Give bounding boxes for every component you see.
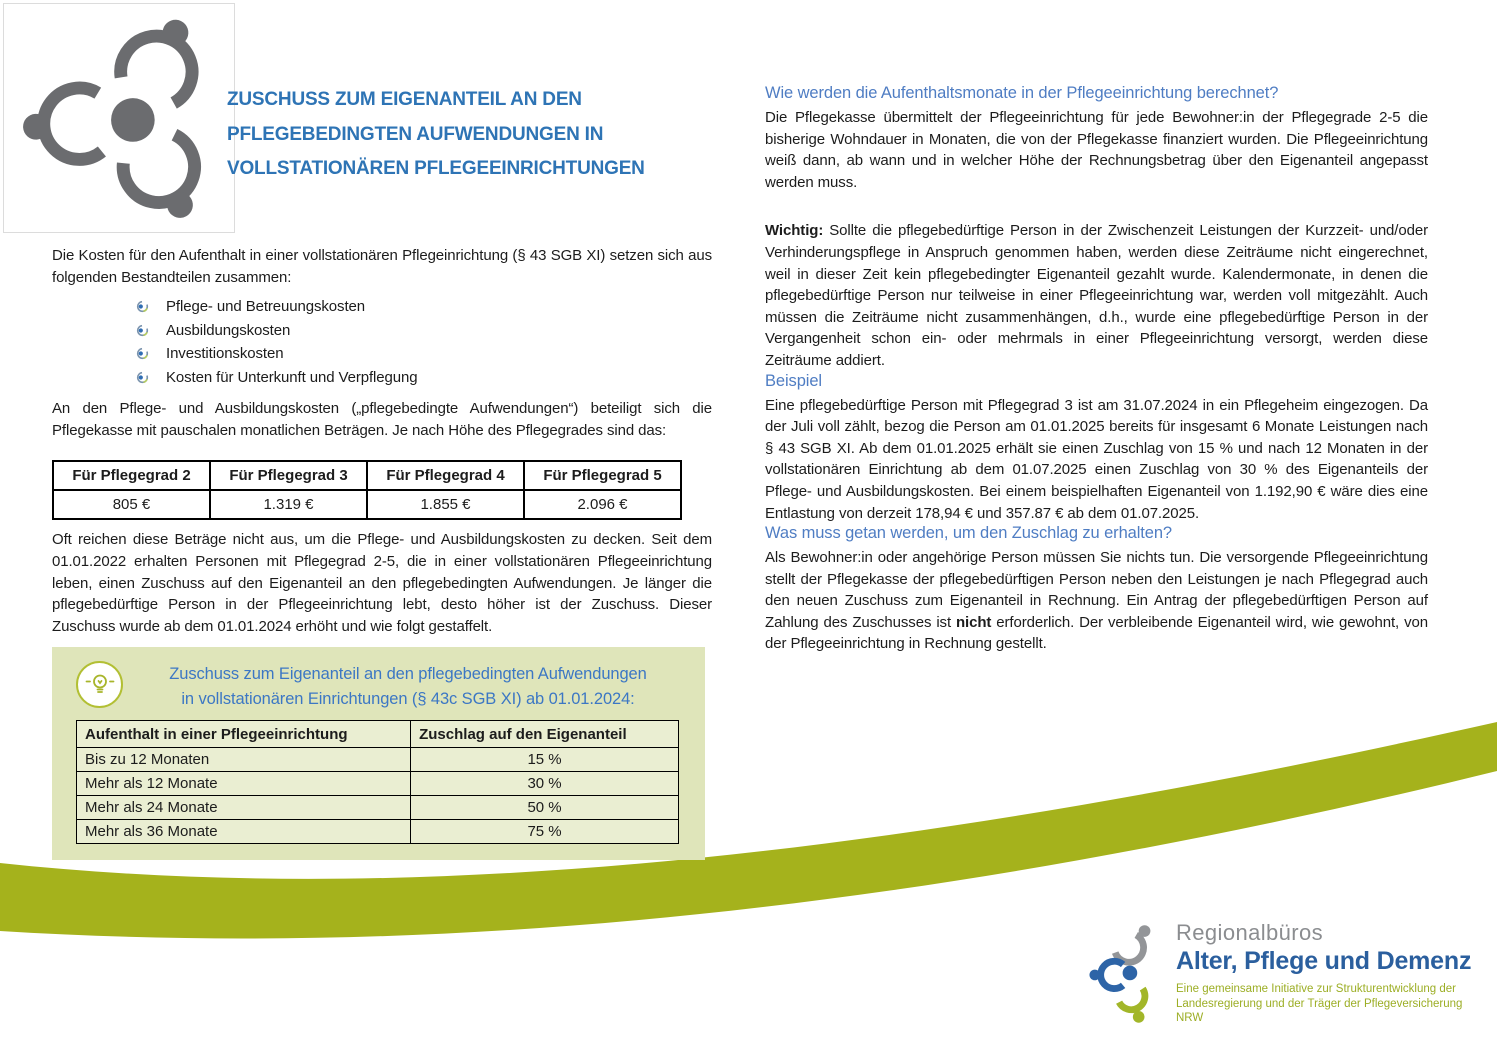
page-title-line: ZUSCHUSS ZUM EIGENANTEIL AN DEN [227, 89, 582, 110]
cost-components-list: Pflege- und Betreuungskosten Ausbildungs… [136, 295, 712, 389]
table-header-cell: Zuschlag auf den Eigenanteil [410, 720, 679, 749]
table-row: Mehr als 12 Monate 30 % [75, 771, 679, 797]
footer-tagline-line: Landesregierung und der Träger der Pfleg… [1176, 997, 1463, 1025]
list-item: Kosten für Unterkunft und Verpflegung [136, 366, 712, 390]
table-header-cell: Aufenthalt in einer Pflegeeinrichtung [75, 720, 412, 749]
zuschlag-table: Aufenthalt in einer Pflegeeinrichtung Zu… [75, 720, 679, 845]
table-cell: 2.096 € [523, 489, 682, 521]
bullet-logo-icon [136, 371, 149, 384]
footer-logo: Regionalbüros Alter, Pflege und Demenz E… [1088, 920, 1488, 1026]
bullet-logo-icon [136, 324, 149, 337]
list-item: Pflege- und Betreuungskosten [136, 295, 712, 319]
info-box-header: Zuschuss zum Eigenanteil an den pflegebe… [76, 660, 681, 712]
zuschlag-text-part2: erforderlich. Der verbleibende Eigenante… [765, 613, 1428, 653]
table-cell: 75 % [410, 819, 679, 845]
pflegegrad-amount-table: Für Pflegegrad 2 Für Pflegegrad 3 Für Pf… [52, 460, 682, 521]
three-figures-circle-logo [23, 19, 201, 218]
table-header-cell: Für Pflegegrad 3 [209, 460, 368, 492]
table-row: 805 € 1.319 € 1.855 € 2.096 € [52, 489, 682, 521]
info-box-title: Zuschuss zum Eigenanteil an den pflegebe… [135, 660, 681, 712]
contribution-paragraph: An den Pflege- und Ausbildungskosten („p… [52, 400, 712, 439]
table-row: Mehr als 24 Monate 50 % [75, 795, 679, 821]
table-cell: Mehr als 12 Monate [75, 771, 412, 797]
table-cell: 30 % [410, 771, 679, 797]
table-cell: 50 % [410, 795, 679, 821]
beispiel-paragraph: Eine pflegebedürftige Person mit Pflegeg… [765, 396, 1428, 522]
table-cell: 805 € [52, 489, 211, 521]
lightbulb-icon [76, 661, 123, 709]
info-box: Zuschuss zum Eigenanteil an den pflegebe… [52, 647, 705, 861]
section-heading-beispiel: Beispiel [765, 371, 822, 390]
left-column: Die Kosten für den Aufenthalt in einer v… [52, 245, 712, 861]
footer-tagline-line: Eine gemeinsame Initiative zur Strukture… [1176, 983, 1456, 995]
footer-logo-text: Regionalbüros Alter, Pflege und Demenz E… [1176, 920, 1488, 1026]
page-title: ZUSCHUSS ZUM EIGENANTEIL AN DEN PFLEGEBE… [227, 83, 709, 187]
wichtig-label: Wichtig: [765, 222, 824, 240]
table-header-cell: Für Pflegegrad 4 [366, 460, 525, 492]
info-box-title-line: in vollstationären Einrichtungen (§ 43c … [181, 690, 635, 709]
table-header-row: Für Pflegegrad 2 Für Pflegegrad 3 Für Pf… [52, 460, 682, 492]
table-cell: 15 % [410, 747, 679, 773]
table-cell: 1.319 € [209, 489, 368, 521]
list-item-label: Pflege- und Betreuungskosten [166, 298, 366, 316]
regionalbueros-mark [1089, 925, 1151, 1023]
table-cell: 1.855 € [366, 489, 525, 521]
org-logo [3, 3, 235, 233]
right-column: Wie werden die Aufenthaltsmonate in der … [765, 84, 1428, 655]
monate-paragraph: Die Pflegekasse übermittelt der Pflegeei… [765, 109, 1428, 191]
footer-tagline: Eine gemeinsame Initiative zur Strukture… [1176, 982, 1488, 1026]
bullet-logo-icon [136, 348, 149, 360]
zuschlag-text-part1: Als Bewohner:in oder angehörige Person m… [765, 549, 1428, 631]
list-item: Investitionskosten [136, 342, 712, 366]
page-title-line: VOLLSTATIONÄREN PFLEGEEINRICHTUNGEN [227, 158, 645, 179]
table-row: Mehr als 36 Monate 75 % [75, 819, 679, 845]
page-title-line: PFLEGEBEDINGTEN AUFWENDUNGEN IN [227, 123, 604, 145]
list-item-label: Ausbildungskosten [166, 321, 291, 339]
info-box-title-line: Zuschuss zum Eigenanteil an den pflegebe… [169, 665, 647, 684]
list-item: Ausbildungskosten [136, 319, 712, 343]
table-header-row: Aufenthalt in einer Pflegeeinrichtung Zu… [75, 720, 679, 749]
section-heading-zuschlag: Was muss getan werden, um den Zuschlag z… [765, 524, 1173, 543]
table-header-cell: Für Pflegegrad 2 [52, 460, 211, 492]
footer-org-name-2: Alter, Pflege und Demenz [1176, 947, 1472, 975]
footer-org-name-1: Regionalbüros [1176, 920, 1324, 945]
zuschuss-paragraph: Oft reichen diese Beträge nicht aus, um … [52, 531, 712, 635]
list-item-label: Kosten für Unterkunft und Verpflegung [166, 368, 418, 386]
zuschlag-paragraph: Als Bewohner:in oder angehörige Person m… [765, 547, 1428, 655]
table-header-cell: Für Pflegegrad 5 [523, 460, 682, 492]
nicht-bold: nicht [955, 613, 992, 631]
table-cell: Bis zu 12 Monaten [75, 747, 412, 773]
intro-paragraph: Die Kosten für den Aufenthalt in einer v… [52, 247, 712, 286]
bullet-logo-icon [136, 301, 149, 313]
wichtig-paragraph: Wichtig: Sollte die pflegebedürftige Per… [765, 220, 1428, 371]
table-row: Bis zu 12 Monaten 15 % [75, 747, 679, 773]
list-item-label: Investitionskosten [166, 345, 284, 363]
table-cell: Mehr als 24 Monate [75, 795, 412, 821]
wichtig-text: Sollte die pflegebedürftige Person in de… [765, 222, 1428, 369]
section-heading-monate: Wie werden die Aufenthaltsmonate in der … [765, 84, 1279, 102]
table-cell: Mehr als 36 Monate [75, 819, 412, 845]
